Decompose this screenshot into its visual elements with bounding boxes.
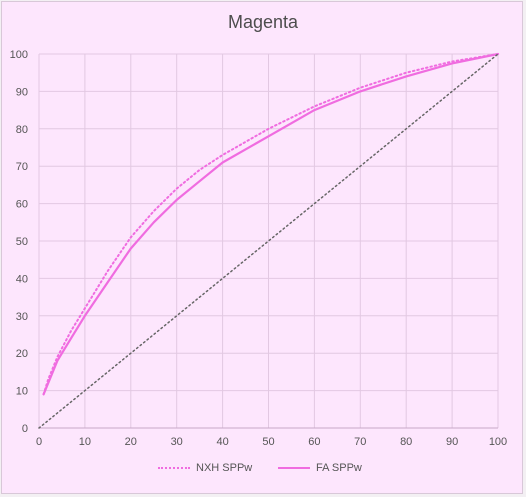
y-tick-label: 70 (16, 161, 28, 173)
y-tick-label: 90 (16, 86, 28, 98)
x-tick-label: 90 (446, 436, 458, 448)
legend-swatch-fa (278, 467, 310, 469)
y-tick-label: 20 (16, 348, 28, 360)
legend-item-fa: FA SPPw (278, 462, 362, 474)
x-tick-label: 30 (171, 436, 183, 448)
x-tick-label: 70 (354, 436, 366, 448)
chart-legend: NXH SPPw FA SPPw (0, 462, 526, 482)
legend-item-nxh: NXH SPPw (158, 462, 252, 474)
series-line-nxh-sppw (42, 53, 499, 396)
x-tick-label: 100 (489, 436, 507, 448)
x-tick-label: 0 (36, 436, 42, 448)
legend-label-nxh: NXH SPPw (196, 462, 253, 474)
y-tick-label: 100 (10, 49, 28, 61)
legend-swatch-nxh (158, 467, 190, 469)
y-tick-label: 80 (16, 124, 28, 136)
y-tick-label: 10 (16, 386, 28, 398)
x-tick-label: 20 (125, 436, 137, 448)
x-tick-label: 60 (308, 436, 320, 448)
chart-title: Magenta (227, 12, 299, 32)
x-tick-label: 40 (216, 436, 228, 448)
legend-label-fa: FA SPPw (316, 462, 362, 474)
series-line-fa-sppw (42, 52, 500, 396)
x-tick-label: 50 (262, 436, 274, 448)
y-tick-label: 40 (16, 273, 28, 285)
y-tick-label: 60 (16, 199, 28, 211)
y-tick-label: 0 (22, 423, 28, 435)
y-tick-label: 30 (16, 311, 28, 323)
x-tick-label: 80 (400, 436, 412, 448)
series-line-diagonal (38, 53, 499, 429)
y-tick-label: 50 (16, 236, 28, 248)
x-tick-label: 10 (79, 436, 91, 448)
